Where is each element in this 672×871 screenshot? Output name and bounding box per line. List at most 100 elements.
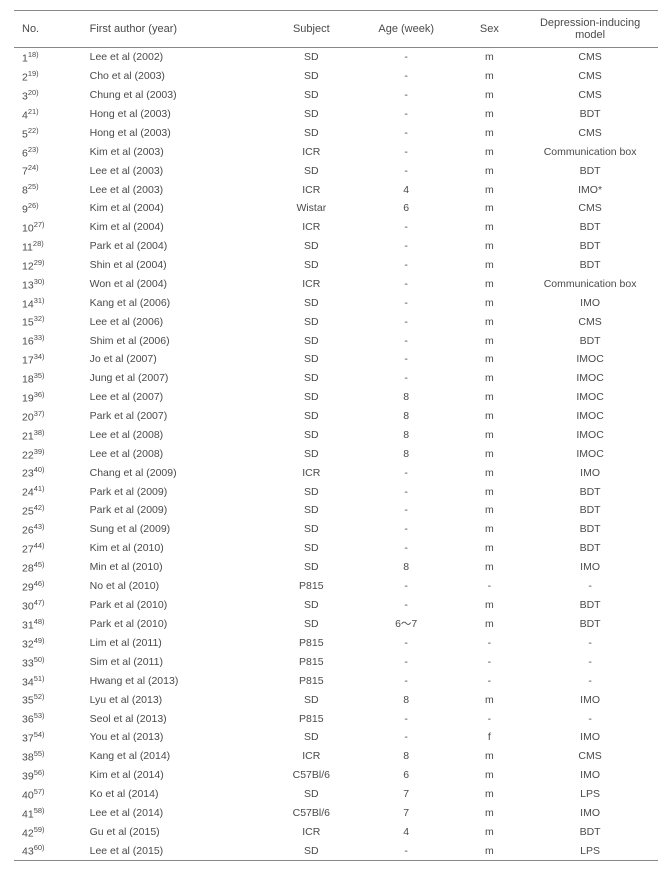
cell-subject: SD	[267, 161, 356, 180]
cell-age: -	[356, 67, 457, 86]
cell-sex: m	[457, 142, 523, 161]
cell-subject: SD	[267, 595, 356, 614]
ref-superscript: 29)	[34, 258, 45, 267]
cell-age: 4	[356, 180, 457, 199]
cell-sex: m	[457, 275, 523, 294]
header-sex: Sex	[457, 11, 523, 48]
cell-model: -	[522, 671, 658, 690]
table-row: 421)Hong et al (2003)SD-mBDT	[14, 105, 658, 124]
cell-model: CMS	[522, 86, 658, 105]
cell-age: -	[356, 634, 457, 653]
cell-model: IMOC	[522, 426, 658, 445]
cell-subject: SD	[267, 426, 356, 445]
cell-subject: SD	[267, 785, 356, 804]
ref-superscript: 49)	[34, 636, 45, 645]
cell-model: CMS	[522, 747, 658, 766]
cell-sex: m	[457, 161, 523, 180]
cell-sex: m	[457, 48, 523, 67]
cell-model: IMO	[522, 728, 658, 747]
cell-no: 1936)	[14, 388, 72, 407]
ref-superscript: 38)	[34, 428, 45, 437]
cell-author: Jung et al (2007)	[72, 369, 267, 388]
cell-sex: m	[457, 822, 523, 841]
cell-author: Park et al (2010)	[72, 595, 267, 614]
ref-superscript: 53)	[34, 711, 45, 720]
cell-subject: SD	[267, 520, 356, 539]
cell-subject: SD	[267, 67, 356, 86]
ref-superscript: 28)	[33, 239, 44, 248]
cell-model: IMO	[522, 766, 658, 785]
cell-sex: m	[457, 804, 523, 823]
table-row: 2845)Min et al (2010)SD8mIMO	[14, 558, 658, 577]
cell-model: CMS	[522, 67, 658, 86]
table-row: 3653)Seol et al (2013)P815---	[14, 709, 658, 728]
cell-age: 6	[356, 199, 457, 218]
cell-sex: m	[457, 841, 523, 860]
table-row: 724)Lee et al (2003)SD-mBDT	[14, 161, 658, 180]
cell-no: 522)	[14, 124, 72, 143]
cell-author: Lee et al (2003)	[72, 180, 267, 199]
cell-age: -	[356, 218, 457, 237]
ref-superscript: 23)	[28, 145, 39, 154]
cell-author: Park et al (2009)	[72, 482, 267, 501]
cell-no: 320)	[14, 86, 72, 105]
cell-age: 7	[356, 785, 457, 804]
ref-superscript: 60)	[34, 843, 45, 852]
cell-model: IMO	[522, 690, 658, 709]
table-row: 623)Kim et al (2003)ICR-mCommunication b…	[14, 142, 658, 161]
cell-sex: m	[457, 199, 523, 218]
cell-model: BDT	[522, 614, 658, 633]
ref-superscript: 22)	[28, 126, 39, 135]
table-row: 522)Hong et al (2003)SD-mCMS	[14, 124, 658, 143]
cell-subject: ICR	[267, 142, 356, 161]
cell-subject: SD	[267, 501, 356, 520]
cell-model: -	[522, 709, 658, 728]
cell-subject: SD	[267, 105, 356, 124]
cell-sex: m	[457, 86, 523, 105]
table-row: 2643)Sung et al (2009)SD-mBDT	[14, 520, 658, 539]
cell-model: IMO	[522, 293, 658, 312]
header-row: No. First author (year) Subject Age (wee…	[14, 11, 658, 48]
cell-age: 8	[356, 690, 457, 709]
header-subject: Subject	[267, 11, 356, 48]
cell-no: 2037)	[14, 407, 72, 426]
ref-superscript: 20)	[28, 88, 39, 97]
cell-sex: m	[457, 766, 523, 785]
cell-subject: SD	[267, 124, 356, 143]
table-row: 3148)Park et al (2010)SD6～7mBDT	[14, 614, 658, 633]
cell-model: IMOC	[522, 444, 658, 463]
ref-superscript: 30)	[34, 277, 45, 286]
cell-subject: ICR	[267, 822, 356, 841]
cell-no: 825)	[14, 180, 72, 199]
cell-no: 3350)	[14, 653, 72, 672]
ref-superscript: 34)	[34, 352, 45, 361]
cell-sex: m	[457, 180, 523, 199]
table-row: 4158)Lee et al (2014)C57Bl/67mIMO	[14, 804, 658, 823]
ref-superscript: 21)	[28, 107, 39, 116]
cell-no: 4259)	[14, 822, 72, 841]
cell-subject: SD	[267, 312, 356, 331]
cell-no: 3956)	[14, 766, 72, 785]
cell-model: BDT	[522, 595, 658, 614]
cell-author: Park et al (2004)	[72, 237, 267, 256]
cell-model: IMO	[522, 804, 658, 823]
cell-age: -	[356, 577, 457, 596]
ref-superscript: 40)	[34, 465, 45, 474]
cell-sex: m	[457, 218, 523, 237]
cell-no: 3653)	[14, 709, 72, 728]
table-row: 2239)Lee et al (2008)SD8mIMOC	[14, 444, 658, 463]
table-row: 1229)Shin et al (2004)SD-mBDT	[14, 256, 658, 275]
cell-model: IMOC	[522, 369, 658, 388]
cell-sex: m	[457, 501, 523, 520]
cell-sex: m	[457, 388, 523, 407]
cell-no: 3451)	[14, 671, 72, 690]
cell-author: Kim et al (2014)	[72, 766, 267, 785]
table-row: 1633)Shim et al (2006)SD-mBDT	[14, 331, 658, 350]
cell-subject: ICR	[267, 747, 356, 766]
table-row: 1431)Kang et al (2006)SD-mIMO	[14, 293, 658, 312]
header-no: No.	[14, 11, 72, 48]
cell-author: No et al (2010)	[72, 577, 267, 596]
cell-no: 623)	[14, 142, 72, 161]
cell-model: IMOC	[522, 388, 658, 407]
cell-author: Gu et al (2015)	[72, 822, 267, 841]
